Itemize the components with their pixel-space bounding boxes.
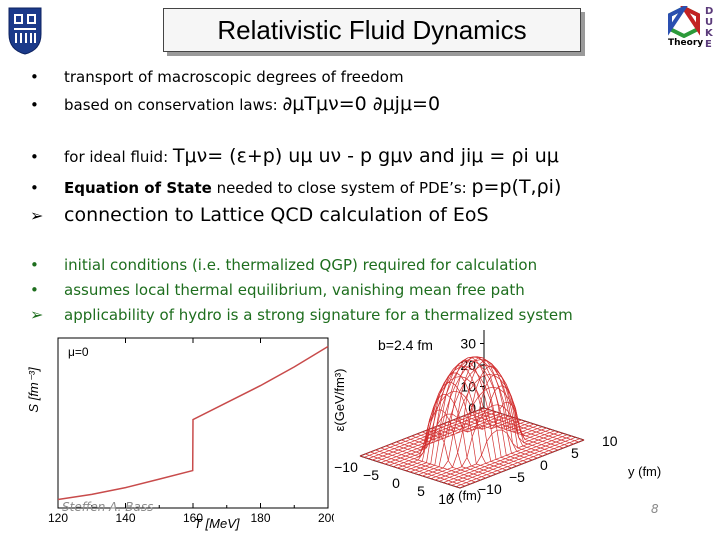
surface-line-y bbox=[473, 411, 574, 445]
mu-zero-annotation: μ=0 bbox=[68, 345, 89, 359]
slide-title-text: Relativistic Fluid Dynamics bbox=[217, 14, 527, 45]
arrow-item-hydro-signature: ➢ applicability of hydro is a strong sign… bbox=[30, 305, 573, 324]
y-tick-label: 0 bbox=[540, 457, 548, 473]
surface-line-y bbox=[375, 449, 476, 483]
theory-label: Theory bbox=[668, 38, 704, 48]
x-tick-label: −5 bbox=[363, 467, 379, 483]
surface-line-x bbox=[389, 390, 514, 466]
y-axis-label: y (fm) bbox=[628, 464, 661, 479]
x-tick-label: 200 bbox=[318, 511, 334, 525]
surface-line-y bbox=[437, 360, 538, 459]
surface-line-y bbox=[432, 357, 533, 461]
surface-line-y bbox=[478, 409, 579, 443]
surface-line-y bbox=[406, 372, 507, 471]
bullet-initial-conditions: • initial conditions (i.e. thermalized QG… bbox=[30, 256, 538, 274]
bullet-dot: • bbox=[30, 256, 39, 274]
surface-line-y bbox=[468, 413, 569, 447]
arrow-bullet-icon: ➢ bbox=[30, 305, 44, 324]
arrow-item-lattice-qcd: ➢ connection to Lattice QCD calculation o… bbox=[30, 204, 489, 226]
x-tick-label: 5 bbox=[417, 483, 425, 499]
entropy-curve bbox=[57, 345, 329, 501]
surface-line-y bbox=[370, 451, 471, 485]
footer-author: Steffen A. Bass bbox=[62, 500, 154, 514]
surface-line-y bbox=[458, 401, 559, 451]
surface-line-y bbox=[463, 415, 564, 449]
surface-line-y bbox=[401, 381, 502, 473]
surface-line-y bbox=[365, 453, 466, 487]
surface-line-y bbox=[359, 455, 461, 489]
energy-density-surface-chart: b=2.4 fm ε(GeV/fm³) 010203040−10−5051010… bbox=[332, 330, 661, 507]
y-tick-label: −10 bbox=[478, 481, 502, 497]
bullet-dot: • bbox=[30, 68, 39, 86]
surface-line-y bbox=[390, 409, 492, 477]
impact-parameter-label: b=2.4 fm bbox=[378, 337, 433, 353]
surface-line-y bbox=[380, 447, 481, 481]
ideal-fluid-equations: Tμν= (ε+p) uμ uν - p gμν and jiμ = ρi uμ bbox=[172, 145, 559, 167]
x-axis-label: x (fm) bbox=[448, 488, 481, 503]
bullet-eos: • Equation of State needed to close syste… bbox=[30, 176, 562, 198]
bullet-local-equilibrium: • assumes local thermal equilibrium, vani… bbox=[30, 281, 525, 299]
entropy-vs-temperature-chart: 120 140 160 180 200 μ=0 T [MeV] S [fm⁻³] bbox=[26, 337, 334, 531]
bullet-dot: • bbox=[30, 148, 39, 166]
duke-vertical-letters: D U K E bbox=[705, 6, 714, 50]
bullet-transport: • transport of macroscopic degrees of fre… bbox=[30, 68, 404, 86]
surface-line-y bbox=[442, 365, 543, 457]
duke-theory-logo bbox=[664, 2, 716, 54]
surface-line-x bbox=[393, 376, 518, 468]
y-tick-label: −5 bbox=[509, 469, 525, 485]
surface-line-y bbox=[447, 374, 548, 455]
surface-mesh bbox=[359, 356, 585, 489]
eos-equation: p=p(T,ρi) bbox=[471, 176, 562, 198]
y-tick-label: 5 bbox=[571, 445, 579, 461]
z-tick-label: 30 bbox=[460, 336, 476, 352]
x-axis-label: T [MeV] bbox=[194, 516, 240, 531]
x-tick-label: 160 bbox=[183, 511, 203, 525]
bullet-conservation: • based on conservation laws: ∂μTμν=0 ∂μj… bbox=[30, 93, 441, 115]
bullet-dot: • bbox=[30, 281, 39, 299]
bullet-dot: • bbox=[30, 96, 39, 114]
surface-line-y bbox=[452, 385, 554, 453]
x-tick-label: 0 bbox=[392, 475, 400, 491]
y-tick-label: 10 bbox=[602, 433, 618, 449]
page-number: 8 bbox=[651, 502, 659, 516]
surface-line-y bbox=[427, 356, 528, 463]
x-tick-label: −10 bbox=[334, 459, 358, 475]
surface-line-y bbox=[416, 360, 517, 467]
bullet-ideal-fluid: • for ideal fluid: Tμν= (ε+p) uμ uν - p g… bbox=[30, 145, 559, 167]
duke-university-logo bbox=[6, 6, 44, 56]
x-tick-label: 180 bbox=[250, 511, 270, 525]
surface-line-y bbox=[483, 407, 585, 441]
conservation-equations: ∂μTμν=0 ∂μjμ=0 bbox=[282, 93, 441, 115]
slide-title: Relativistic Fluid Dynamics bbox=[163, 8, 581, 52]
surface-line-y bbox=[411, 365, 512, 469]
x-tick-label: 140 bbox=[115, 511, 135, 525]
x-tick-label: 120 bbox=[48, 511, 68, 525]
arrow-bullet-icon: ➢ bbox=[30, 206, 44, 225]
z-axis-label: ε(GeV/fm³) bbox=[332, 369, 347, 432]
x-tick-label: 10 bbox=[438, 491, 454, 507]
bullet-dot: • bbox=[30, 179, 39, 197]
y-axis-label: S [fm⁻³] bbox=[26, 367, 41, 413]
